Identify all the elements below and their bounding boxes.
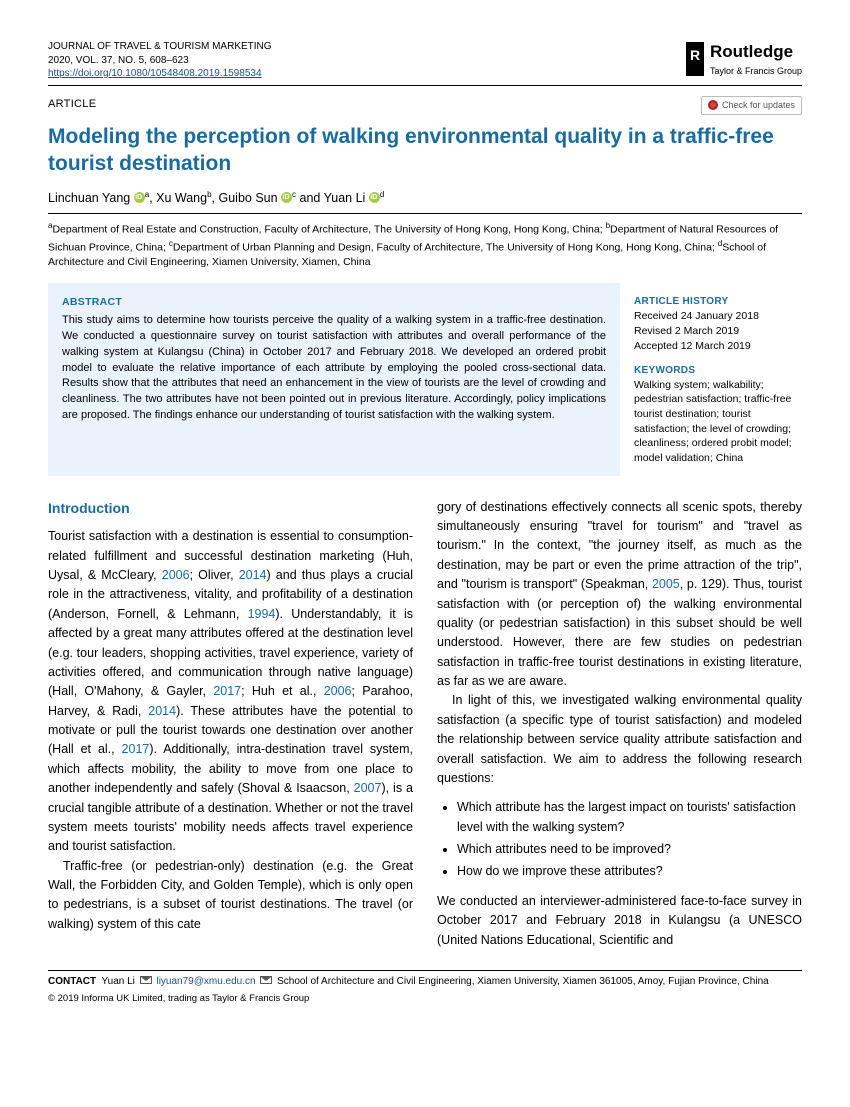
contact-email[interactable]: liyuan79@xmu.edu.cn	[156, 976, 255, 987]
page-footer: CONTACT Yuan Li liyuan79@xmu.edu.cn Scho…	[48, 970, 802, 1006]
address-icon	[260, 976, 272, 984]
orcid-icon	[369, 192, 380, 203]
routledge-logo-icon	[686, 42, 704, 76]
history-received: Received 24 January 2018	[634, 309, 802, 324]
history-head: ARTICLE HISTORY	[634, 295, 802, 309]
abstract-box: ABSTRACT This study aims to determine ho…	[48, 283, 802, 475]
contact-name: Yuan Li	[102, 976, 135, 987]
article-title: Modeling the perception of walking envir…	[48, 123, 802, 178]
rq-3: How do we improve these attributes?	[457, 862, 802, 881]
rq-2: Which attributes need to be improved?	[457, 840, 802, 859]
keywords-text: Walking system; walkability; pedestrian …	[634, 378, 802, 466]
publisher-name: Routledge	[710, 40, 802, 65]
abstract-text: This study aims to determine how tourist…	[62, 313, 606, 425]
affiliations: aDepartment of Real Estate and Construct…	[48, 220, 802, 269]
intro-p5: We conducted an interviewer-administered…	[437, 892, 802, 950]
contact-label: CONTACT	[48, 976, 96, 987]
check-updates-button[interactable]: Check for updates	[701, 96, 802, 115]
orcid-icon	[134, 192, 145, 203]
email-icon	[140, 976, 152, 984]
orcid-icon	[281, 192, 292, 203]
abstract-head: ABSTRACT	[62, 295, 606, 310]
abstract-sidebar: ARTICLE HISTORY Received 24 January 2018…	[634, 283, 802, 475]
article-type: ARTICLE	[48, 97, 96, 113]
abstract-main: ABSTRACT This study aims to determine ho…	[48, 283, 620, 475]
history-revised: Revised 2 March 2019	[634, 324, 802, 339]
intro-p3: gory of destinations effectively connect…	[437, 498, 802, 692]
rq-1: Which attribute has the largest impact o…	[457, 798, 802, 837]
body-columns: Introduction Tourist satisfaction with a…	[48, 498, 802, 950]
check-updates-label: Check for updates	[722, 99, 795, 112]
journal-info: JOURNAL OF TRAVEL & TOURISM MARKETING 20…	[48, 40, 272, 81]
intro-p1: Tourist satisfaction with a destination …	[48, 527, 413, 856]
intro-p4: In light of this, we investigated walkin…	[437, 691, 802, 788]
copyright: © 2019 Informa UK Limited, trading as Ta…	[48, 992, 802, 1006]
publisher-block: Routledge Taylor & Francis Group	[686, 40, 802, 78]
publisher-sub: Taylor & Francis Group	[710, 65, 802, 78]
history-accepted: Accepted 12 March 2019	[634, 339, 802, 354]
research-questions: Which attribute has the largest impact o…	[437, 798, 802, 882]
keywords-head: KEYWORDS	[634, 364, 802, 378]
doi-link[interactable]: https://doi.org/10.1080/10548408.2019.15…	[48, 68, 262, 79]
journal-issue: 2020, VOL. 37, NO. 5, 608–623	[48, 54, 272, 68]
section-introduction: Introduction	[48, 498, 413, 520]
journal-name: JOURNAL OF TRAVEL & TOURISM MARKETING	[48, 40, 272, 54]
journal-header: JOURNAL OF TRAVEL & TOURISM MARKETING 20…	[48, 40, 802, 86]
intro-p2: Traffic-free (or pedestrian-only) destin…	[48, 857, 413, 935]
authors-line: Linchuan Yang a, Xu Wangb, Guibo Sun c a…	[48, 189, 802, 214]
contact-address: School of Architecture and Civil Enginee…	[277, 976, 769, 987]
